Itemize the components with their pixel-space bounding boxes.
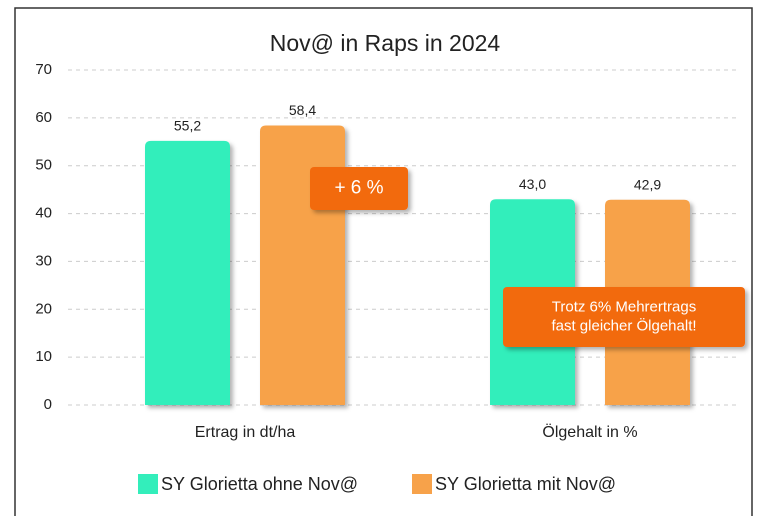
y-tick-label: 20 [35,300,52,317]
y-tick-label: 30 [35,252,52,269]
legend-swatch [412,474,432,494]
x-tick-label: Ertrag in dt/ha [195,424,296,441]
x-tick-label: Ölgehalt in % [542,423,637,441]
annotation-box [503,287,745,347]
y-tick-label: 50 [35,157,52,174]
value-label: 55,2 [174,118,201,134]
chart-title: Nov@ in Raps in 2024 [270,30,501,56]
annotation-text: Trotz 6% Mehrertrags [552,298,697,315]
value-label: 42,9 [634,176,661,192]
legend-label: SY Glorietta mit Nov@ [435,474,616,494]
legend-label: SY Glorietta ohne Nov@ [161,474,358,494]
annotation-text: fast gleicher Ölgehalt! [551,316,696,334]
value-label: 43,0 [519,176,546,192]
y-tick-label: 40 [35,205,52,222]
y-tick-label: 10 [35,348,52,365]
value-label: 58,4 [289,102,316,118]
bar [145,140,230,406]
y-tick-label: 0 [44,396,52,413]
annotation-text: + 6 % [334,178,383,199]
annotation-box [310,167,408,210]
y-tick-label: 60 [35,109,52,126]
y-tick-label: 70 [35,61,52,78]
legend-swatch [138,474,158,494]
